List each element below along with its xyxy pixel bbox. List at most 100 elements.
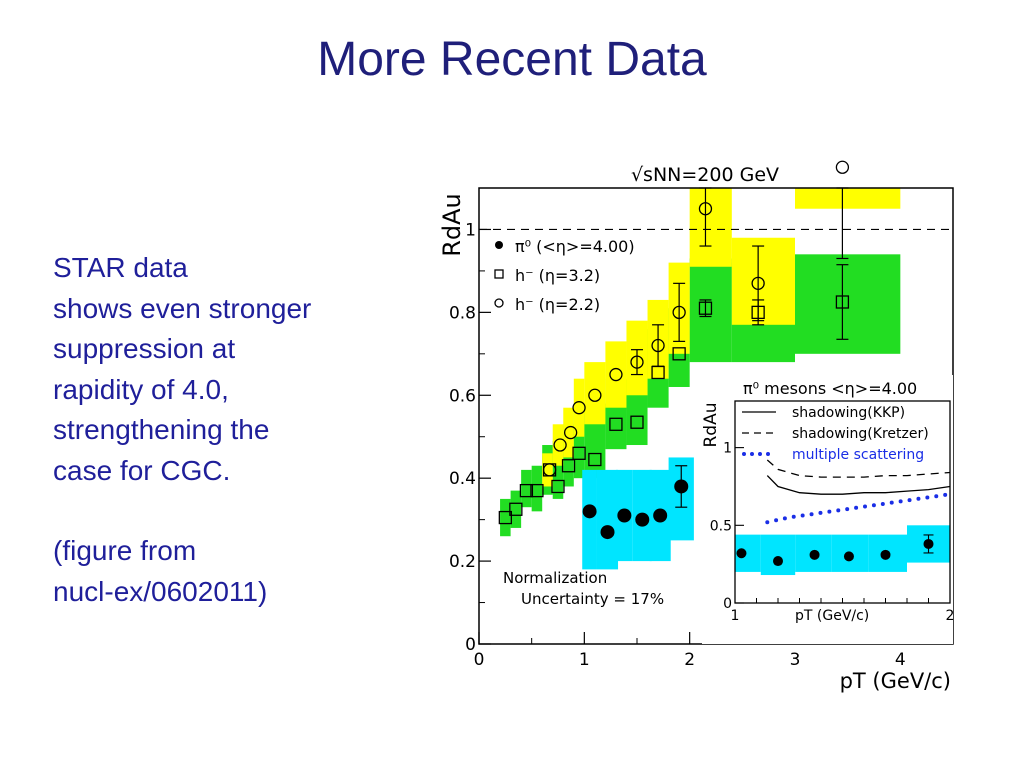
body-line: rapidity of 4.0,	[53, 373, 229, 405]
data-point-open-square	[498, 510, 512, 525]
normalization-note: Uncertainty = 17%	[521, 590, 664, 608]
uncertainty-band	[510, 490, 522, 528]
inset-axis-ticks: 0 0.5 1 1 2	[710, 441, 955, 624]
y-tick-label: 1	[465, 220, 476, 240]
data-point-open-square	[651, 365, 665, 380]
data-point-filled-circle	[773, 556, 783, 567]
data-point-filled-circle	[843, 551, 854, 562]
data-point-open-circle	[651, 338, 665, 353]
legend-marker-open-square	[494, 269, 504, 279]
y-tick-label: 0.8	[449, 303, 476, 323]
inset-data-points	[736, 534, 934, 567]
data-point-filled-circle	[880, 549, 891, 560]
data-point-open-square	[751, 305, 765, 320]
uncertainty-band	[596, 469, 619, 570]
uncertainty-band	[795, 254, 901, 354]
main-uncertainty-bands	[500, 188, 901, 570]
uncertainty-band	[605, 341, 627, 408]
data-point-filled-circle	[635, 512, 650, 527]
data-point-open-square	[519, 483, 534, 498]
inset-y-tick-label: 1	[723, 441, 732, 457]
paragraph-gap	[53, 491, 383, 531]
x-tick-label: 0	[474, 650, 485, 670]
data-point-open-circle	[630, 355, 644, 369]
theory-curve-dashed	[766, 459, 951, 478]
y-tick-label: 0.4	[449, 469, 476, 489]
legend-entry: multiple scattering	[792, 447, 924, 463]
main-chart-title: √sNN=200 GeV	[631, 164, 779, 186]
legend-entry: shadowing(KKP)	[792, 405, 905, 421]
slide-title: More Recent Data	[317, 33, 707, 86]
legend-entry: π⁰ (<η>=4.00)	[515, 237, 635, 256]
data-point-filled-circle	[674, 479, 689, 494]
normalization-note: Normalization	[503, 569, 607, 587]
main-y-axis-label: RdAu	[438, 193, 466, 257]
data-point-open-circle	[572, 401, 586, 415]
data-point-open-square	[630, 415, 644, 429]
data-point-open-square	[509, 502, 523, 516]
data-point-open-square	[609, 417, 623, 431]
body-line: case for CGC.	[53, 454, 231, 486]
x-tick-label: 1	[579, 650, 590, 670]
y-tick-label: 0	[465, 635, 476, 655]
uncertainty-band	[552, 424, 564, 466]
uncertainty-band	[573, 411, 585, 479]
inset-y-tick-label: 0	[723, 596, 732, 612]
data-point-open-circle	[553, 438, 567, 452]
legend-marker-filled-circle	[495, 241, 503, 249]
uncertainty-band	[584, 362, 606, 425]
data-point-open-circle	[698, 202, 713, 216]
data-point-filled-circle	[653, 508, 668, 523]
data-point-open-square	[835, 295, 850, 309]
body-line: strengthening the	[53, 414, 270, 445]
y-tick-label: 0.2	[449, 552, 476, 572]
body-line: suppression at	[53, 333, 236, 364]
uncertainty-band	[542, 453, 553, 487]
data-point-open-square	[551, 479, 565, 494]
inset-title: π⁰ mesons <η>=4.00	[743, 379, 917, 398]
data-point-filled-circle	[923, 538, 934, 549]
data-point-open-square	[572, 446, 586, 460]
rdau-figure: 00.20.40.60.810 1 2 3 4 √sNN=200 GeV RdAu pT…	[438, 160, 955, 693]
data-point-open-circle	[542, 463, 557, 477]
data-point-filled-circle	[809, 549, 820, 560]
data-point-filled-circle	[736, 548, 747, 559]
main-x-axis-label: pT (GeV/c)	[840, 669, 951, 693]
inset-legend: shadowing(KKP) shadowing(Kretzer) multip…	[742, 405, 929, 463]
theory-curve-dotted	[765, 492, 952, 525]
legend-marker-open-circle	[494, 298, 504, 308]
x-tick-label: 3	[790, 650, 801, 670]
uncertainty-band	[500, 498, 511, 537]
inset-x-tick-label: 1	[731, 608, 740, 624]
data-point-open-circle	[609, 367, 623, 382]
uncertainty-band	[521, 469, 532, 508]
y-tick-label: 0.6	[449, 386, 476, 406]
legend-entry: h⁻ (η=2.2)	[515, 295, 600, 314]
inset-y-tick-label: 0.5	[710, 518, 732, 534]
inset-background	[702, 375, 953, 644]
body-line: nucl-ex/0602011)	[53, 575, 268, 607]
data-point-open-circle	[563, 425, 578, 440]
uncertainty-band	[689, 188, 732, 267]
uncertainty-band	[563, 407, 574, 458]
data-point-filled-circle	[582, 504, 597, 519]
theory-curve-solid	[766, 475, 951, 495]
inset-x-tick-label: 2	[946, 608, 955, 624]
uncertainty-band	[760, 534, 796, 576]
data-point-open-square	[561, 459, 576, 473]
data-point-filled-circle	[617, 508, 632, 523]
data-point-open-circle	[751, 276, 765, 290]
data-point-open-square	[530, 483, 544, 498]
inset-x-axis-label: pT (GeV/c)	[795, 608, 869, 624]
data-point-filled-circle	[600, 525, 615, 540]
legend-entry: shadowing(Kretzer)	[792, 426, 929, 442]
data-point-open-circle	[588, 388, 602, 402]
body-line: shows even stronger	[53, 292, 312, 324]
data-point-open-square	[588, 452, 602, 467]
uncertainty-band	[795, 188, 901, 209]
x-tick-label: 2	[684, 650, 695, 670]
data-point-open-circle	[672, 305, 686, 320]
data-point-open-square	[698, 301, 713, 315]
main-data-points	[498, 160, 850, 540]
uncertainty-band	[552, 440, 564, 499]
